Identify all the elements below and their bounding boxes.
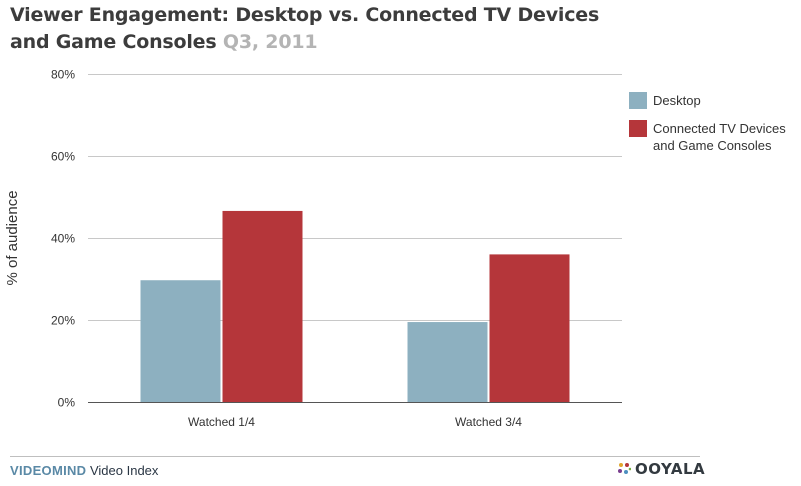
chart-title-line-2: and Game Consoles Q3, 2011	[10, 29, 599, 56]
x-tick-label: Watched 3/4	[455, 415, 522, 429]
bar	[140, 280, 221, 402]
ooyala-logo: OOYALA	[617, 460, 705, 478]
legend-swatch	[629, 120, 647, 137]
footer-divider	[10, 456, 700, 457]
chart-title: Viewer Engagement: Desktop vs. Connected…	[10, 2, 599, 56]
chart-title-line-2-text: and Game Consoles	[10, 31, 217, 53]
y-axis-label: % of audience	[4, 190, 21, 285]
legend-swatch	[629, 92, 647, 109]
footer-brand-rest: Video Index	[86, 463, 159, 478]
chart-title-line-1: Viewer Engagement: Desktop vs. Connected…	[10, 4, 600, 26]
legend-label: and Game Consoles	[653, 138, 772, 153]
y-tick-label: 80%	[51, 68, 75, 82]
dots-logo-icon	[618, 463, 631, 474]
y-tick-label: 0%	[58, 396, 76, 410]
legend-label: Connected TV Devices	[653, 121, 786, 136]
chart-period: Q3, 2011	[222, 31, 318, 53]
bar	[489, 254, 570, 402]
footer-brand-strong: VIDEOMIND	[10, 463, 87, 478]
y-tick-label: 40%	[51, 232, 75, 246]
x-tick-label: Watched 1/4	[188, 415, 255, 429]
legend-label: Desktop	[653, 93, 701, 108]
bar	[222, 210, 303, 402]
y-tick-label: 20%	[51, 314, 75, 328]
bar	[407, 322, 488, 402]
y-tick-label: 60%	[51, 150, 75, 164]
footer-brand: VIDEOMIND Video Index	[10, 463, 158, 478]
logo-text: OOYALA	[635, 460, 706, 478]
bar-chart: 0% 20% 40% 60% 80% % of audience Watched 1/4 Wa…	[4, 68, 786, 430]
